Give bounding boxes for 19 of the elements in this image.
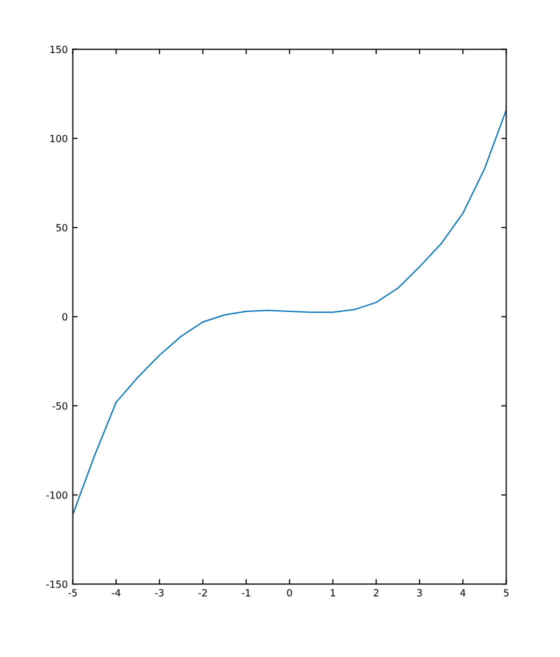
y-tick-label: -100: [46, 491, 68, 499]
x-tick-label: -5: [68, 589, 77, 596]
y-tick-label: 0: [62, 313, 68, 321]
x-tick-label: 3: [417, 589, 422, 596]
y-tick-label: 100: [50, 134, 68, 142]
x-tick-label: 5: [504, 589, 508, 596]
line-series: [72, 109, 506, 516]
x-tick-label: -3: [155, 589, 164, 596]
x-tick-label: 2: [374, 589, 378, 596]
x-tick-label: -1: [242, 589, 250, 596]
x-tick-label: 0: [287, 589, 292, 596]
x-tick-label: 4: [460, 589, 466, 596]
x-tick-label: 1: [330, 589, 336, 596]
x-tick-label: -2: [198, 589, 207, 596]
y-tick-label: -150: [46, 580, 68, 588]
x-tick-label: -4: [112, 589, 120, 596]
y-tick-label: 50: [56, 224, 68, 232]
y-tick-label: -50: [52, 402, 68, 410]
y-tick-label: 150: [50, 46, 68, 54]
